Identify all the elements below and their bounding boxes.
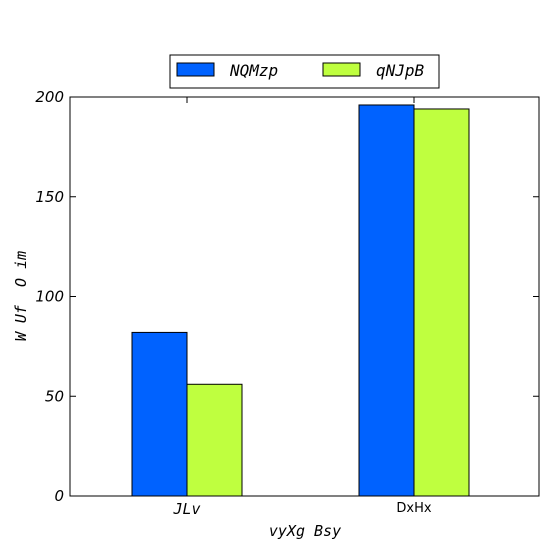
y-tick-label: 50 (45, 387, 64, 405)
legend-label-qnjpb: qNJpB (376, 61, 425, 80)
legend-swatch-qnjpb (322, 62, 361, 77)
bar-nqmzp-jlv (131, 331, 188, 497)
legend-frame (169, 54, 440, 89)
y-tick-label: 0 (54, 487, 64, 505)
legend-label-nqmzp: NQMzp (229, 61, 278, 80)
y-tick-label: 200 (35, 88, 64, 106)
bar-qnjpb-jlv (186, 383, 243, 497)
y-tick-label: 100 (35, 288, 64, 306)
bar-nqmzp-dxhx (358, 104, 415, 497)
x-axis: JLv DxHx (172, 97, 432, 518)
x-tick-label: JLv (172, 500, 200, 518)
bars-group (131, 104, 470, 497)
x-tick-label: DxHx (396, 501, 431, 516)
y-axis: 0 50 100 150 200 (35, 88, 539, 505)
x-axis-label: vyXg Bsy (269, 522, 341, 540)
y-tick-label: 150 (35, 188, 64, 206)
legend: NQMzp qNJpB (169, 54, 440, 89)
legend-swatch-nqmzp (176, 62, 215, 77)
bar-qnjpb-dxhx (413, 108, 470, 497)
y-axis-label: W Uf O im (12, 251, 30, 341)
